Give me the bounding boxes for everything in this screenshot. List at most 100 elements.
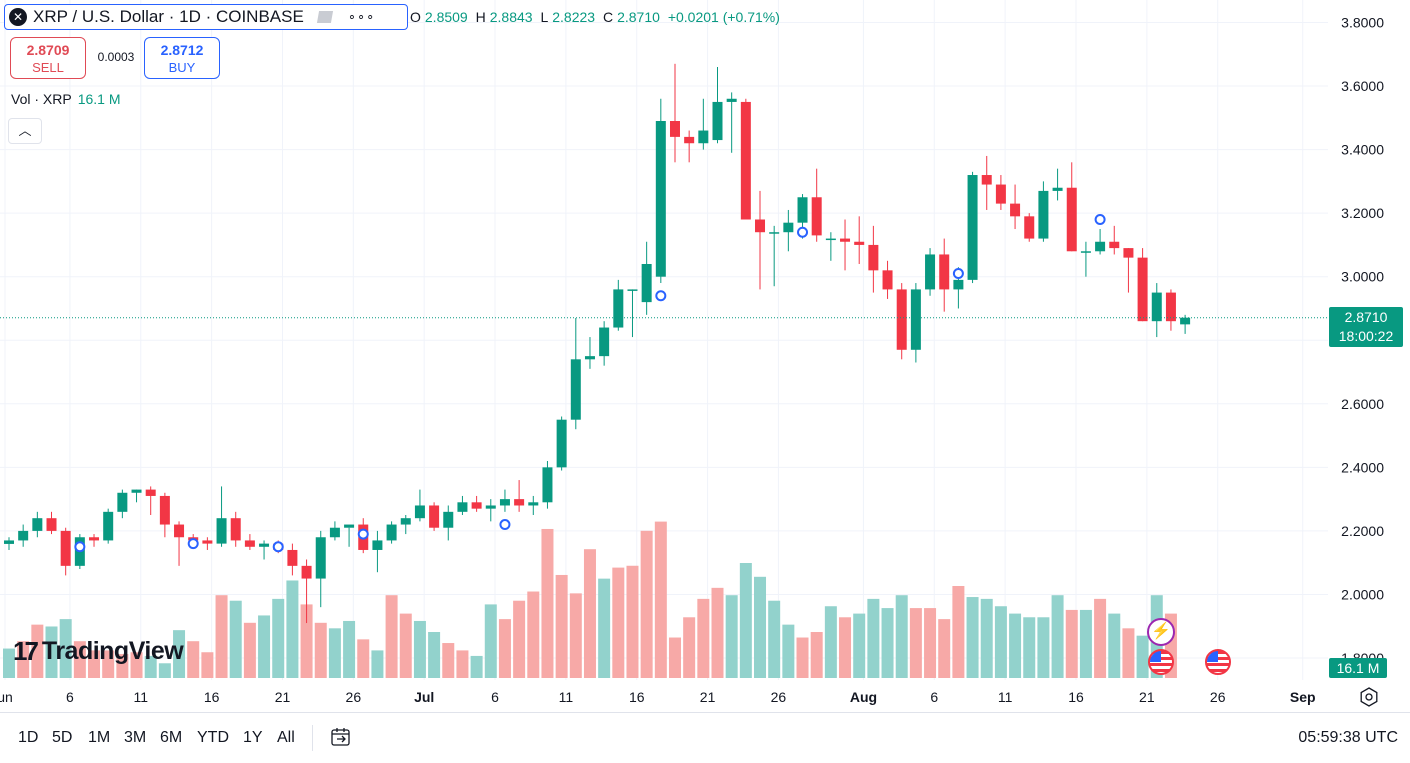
symbol-header[interactable]: ✕ XRP / U.S. Dollar · 1D · COINBASE ∘∘∘: [4, 4, 408, 30]
event-markers[interactable]: [74, 214, 1106, 553]
volume-bar: [371, 650, 384, 678]
utc-clock[interactable]: 05:59:38 UTC: [1298, 729, 1398, 746]
sell-button[interactable]: 2.8709 SELL: [10, 37, 86, 79]
candle-body: [244, 540, 255, 547]
candle-body: [599, 327, 610, 357]
volume-bar: [201, 652, 214, 678]
settings-icon[interactable]: [1358, 686, 1380, 708]
candle-body: [556, 419, 567, 468]
eye-off-icon[interactable]: [316, 11, 333, 23]
range-1d[interactable]: 1D: [18, 729, 39, 746]
volume-bar: [45, 626, 58, 678]
volume-bar: [1094, 598, 1107, 678]
candle-body: [570, 359, 581, 420]
volume-bar: [484, 604, 497, 678]
range-1m[interactable]: 1M: [88, 729, 111, 746]
toolbar-divider: [312, 725, 313, 751]
candle-body: [939, 254, 950, 290]
candle-body: [1151, 292, 1162, 322]
candle-body: [301, 565, 312, 579]
candle-body: [811, 197, 822, 236]
range-6m[interactable]: 6M: [160, 729, 183, 746]
volume-bar: [243, 622, 256, 678]
event-marker: [187, 538, 199, 550]
sell-price: 2.8709: [26, 42, 70, 58]
volume-bar: [924, 608, 937, 678]
time-tick-label: 6: [930, 689, 938, 705]
volume-bar: [229, 600, 242, 678]
event-marker: [952, 268, 964, 280]
volume-bar: [1051, 595, 1064, 678]
range-3m[interactable]: 3M: [124, 729, 147, 746]
event-marker: [272, 541, 284, 553]
volume-bar: [810, 632, 823, 678]
volume-bar: [272, 598, 285, 678]
candle-body: [584, 356, 595, 360]
volume-bar: [88, 650, 101, 678]
candle-body: [514, 499, 525, 506]
collapse-legend-button[interactable]: ︿: [8, 118, 42, 144]
volume-bar: [399, 613, 412, 678]
candle-body: [471, 502, 482, 509]
range-ytd[interactable]: YTD: [197, 729, 229, 746]
candle-body: [1010, 203, 1021, 217]
us-flag-icon[interactable]: [1148, 649, 1174, 675]
volume-bar: [73, 641, 86, 678]
volume-bar: [456, 650, 469, 678]
volume-legend[interactable]: Vol · XRP 16.1 M: [11, 91, 121, 107]
candle-body: [18, 530, 29, 541]
candle-body: [443, 511, 454, 528]
us-flag-icon[interactable]: [1205, 649, 1231, 675]
sell-label: SELL: [32, 60, 64, 75]
candle-body: [117, 492, 128, 512]
candle-body: [89, 537, 100, 541]
volume-bar: [187, 641, 200, 678]
earnings-icon[interactable]: ⚡: [1147, 618, 1175, 646]
candle-body: [854, 241, 865, 245]
buy-button[interactable]: 2.8712 BUY: [144, 37, 220, 79]
open-label: O: [410, 9, 421, 25]
candle-body: [329, 527, 340, 538]
volume-bar: [754, 576, 767, 678]
more-icon[interactable]: ∘∘∘: [347, 9, 376, 24]
time-tick-label: 11: [559, 689, 574, 705]
candle-body: [896, 289, 907, 350]
tradingview-logo[interactable]: 17 TradingView: [13, 636, 184, 667]
candle-body: [315, 537, 326, 579]
volume-bar: [952, 586, 965, 678]
volume-bar: [1023, 617, 1036, 678]
range-5d[interactable]: 5D: [52, 729, 73, 746]
time-axis[interactable]: un 6 11 16 21 26 Jul 6 11 16 21 26 Aug 6 11 16 21 26 Sep: [0, 689, 1316, 705]
price-chart[interactable]: 3.80003.60003.40003.20003.00002.80002.60…: [0, 0, 1410, 712]
candle-body: [769, 232, 780, 234]
volume-bar: [683, 617, 696, 678]
volume-bar: [654, 521, 667, 678]
candle-body: [60, 530, 71, 566]
price-tick-label: 3.2000: [1341, 205, 1384, 221]
time-tick-label: 11: [134, 689, 149, 705]
range-all[interactable]: All: [277, 729, 295, 746]
candle-body: [712, 101, 723, 141]
candle-body: [216, 518, 227, 544]
volume-bar: [158, 663, 171, 678]
time-tick-label: 16: [204, 689, 220, 705]
volume-bar: [966, 597, 979, 678]
go-to-date-icon[interactable]: [330, 726, 352, 748]
volume-bar: [994, 606, 1007, 678]
symbol-title[interactable]: XRP / U.S. Dollar · 1D · COINBASE: [33, 7, 304, 26]
high-label: H: [475, 9, 486, 25]
bar-countdown: 18:00:22: [1338, 328, 1394, 344]
ohlc-legend: O 2.8509 H 2.8843 L 2.8223 C 2.8710 +0.0201 …: [410, 9, 784, 25]
time-tick-label: Aug: [850, 689, 877, 705]
volume-bar: [215, 595, 228, 678]
volume-bar: [867, 598, 880, 678]
price-axis[interactable]: 3.80003.60003.40003.20003.00002.80002.60…: [1341, 15, 1384, 667]
candle-body: [131, 489, 142, 493]
time-tick-label: 6: [491, 689, 499, 705]
volume-bar: [796, 637, 809, 678]
close-value: 2.8710: [617, 9, 660, 25]
volume-bar: [173, 630, 186, 678]
time-tick-label: 26: [1210, 689, 1226, 705]
range-1y[interactable]: 1Y: [243, 729, 263, 746]
candle-body: [868, 244, 879, 271]
